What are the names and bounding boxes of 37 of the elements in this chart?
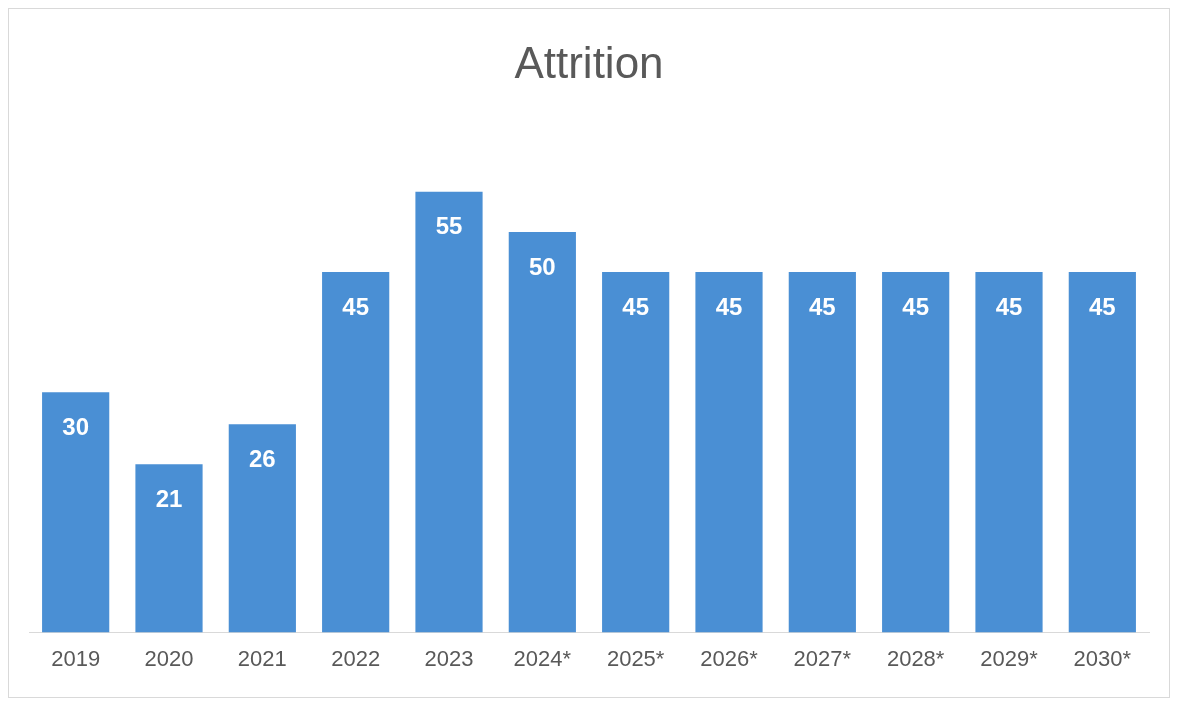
data-label: 45 bbox=[1088, 292, 1116, 320]
data-label: 45 bbox=[995, 292, 1023, 320]
data-label: 30 bbox=[62, 412, 90, 440]
bar bbox=[602, 272, 670, 633]
chart-title: Attrition bbox=[514, 37, 664, 87]
x-tick-label: 2025* bbox=[606, 645, 665, 671]
x-tick-label: 2020 bbox=[144, 645, 194, 671]
bar bbox=[882, 272, 950, 633]
bar bbox=[42, 392, 110, 633]
bar bbox=[415, 191, 483, 633]
data-label: 50 bbox=[528, 252, 556, 280]
bar bbox=[1068, 272, 1136, 633]
x-tick-label: 2022 bbox=[331, 645, 381, 671]
data-label: 45 bbox=[902, 292, 930, 320]
x-tick-label: 2026* bbox=[700, 645, 759, 671]
data-label: 45 bbox=[622, 292, 650, 320]
data-label: 55 bbox=[435, 212, 463, 240]
x-tick-label: 2028* bbox=[886, 645, 945, 671]
x-tick-label: 2019 bbox=[51, 645, 101, 671]
bar bbox=[695, 272, 763, 633]
data-label: 45 bbox=[342, 292, 370, 320]
x-tick-label: 2021 bbox=[237, 645, 287, 671]
data-label: 45 bbox=[715, 292, 743, 320]
x-tick-label: 2030* bbox=[1073, 645, 1132, 671]
bar bbox=[975, 272, 1043, 633]
x-tick-label: 2024* bbox=[513, 645, 572, 671]
x-tick-label: 2029* bbox=[980, 645, 1039, 671]
bar bbox=[228, 424, 296, 633]
bar bbox=[788, 272, 856, 633]
data-label: 45 bbox=[808, 292, 836, 320]
bar bbox=[135, 464, 203, 633]
x-tick-label: 2023 bbox=[424, 645, 474, 671]
bar bbox=[508, 231, 576, 633]
bar bbox=[322, 272, 390, 633]
x-tick-label: 2027* bbox=[793, 645, 852, 671]
data-label: 21 bbox=[155, 484, 183, 512]
data-label: 26 bbox=[248, 444, 276, 472]
